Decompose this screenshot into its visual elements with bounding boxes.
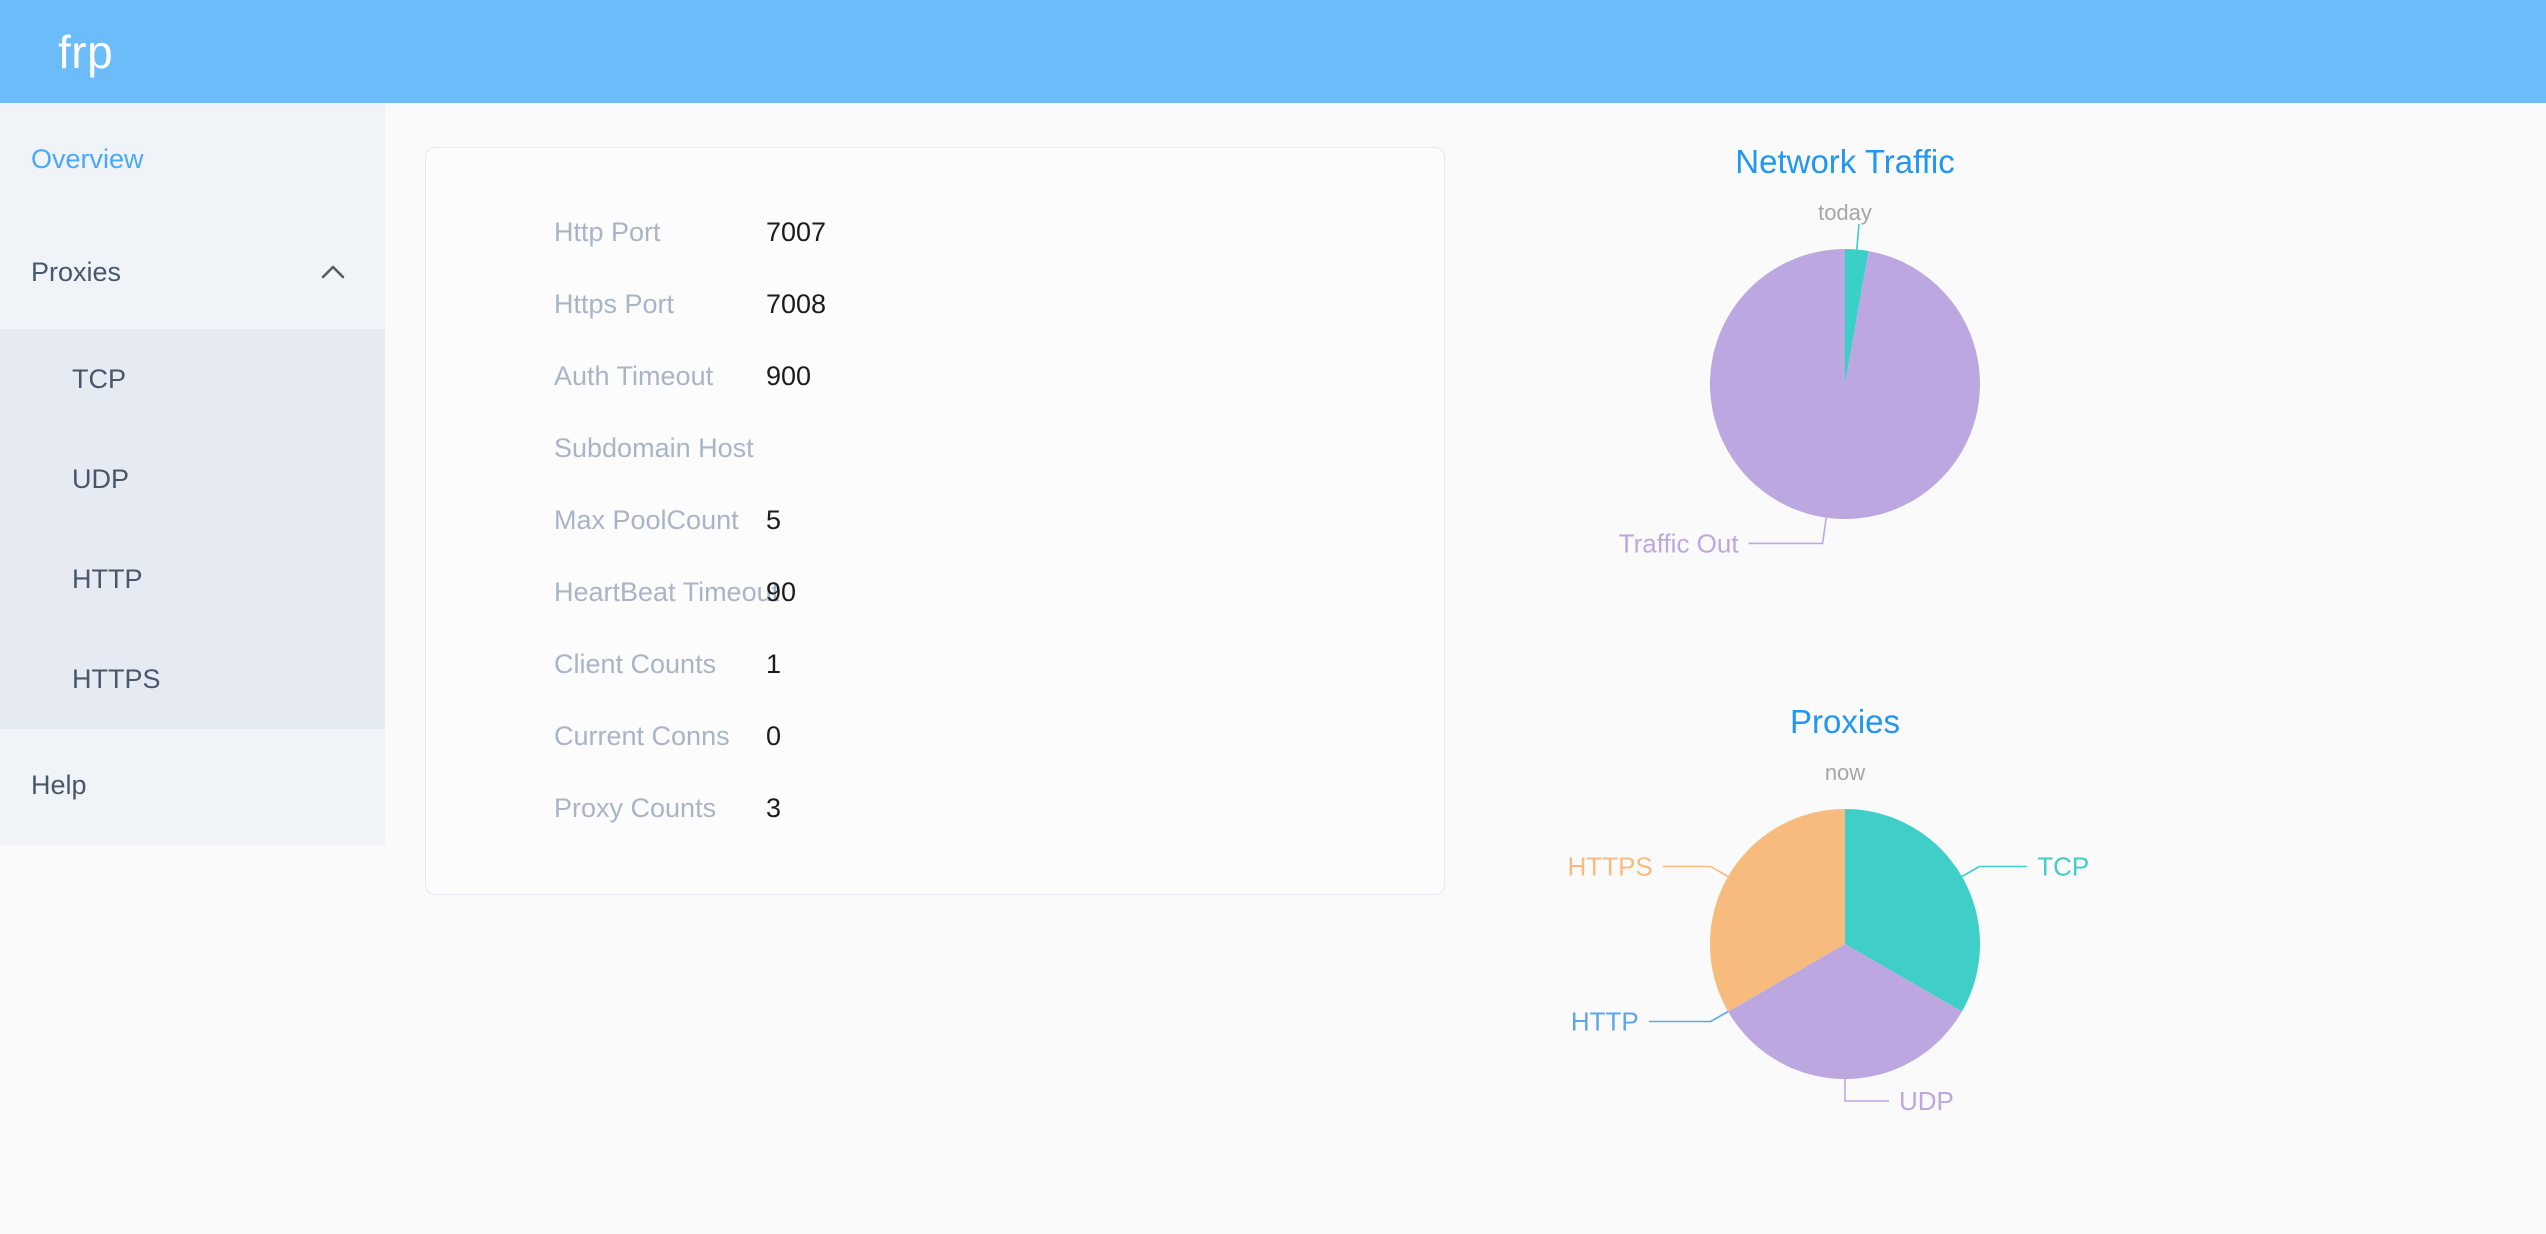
info-row: Current Conns 0 (426, 700, 1444, 772)
pie-svg: Traffic In Traffic Out (1619, 224, 2032, 558)
sidebar-item-udp-label: UDP (72, 463, 130, 494)
brand-logo: frp (58, 25, 114, 78)
pie-slice-udp[interactable] (1728, 944, 1962, 1079)
info-row-key: HeartBeat Timeout (554, 576, 780, 607)
info-row-value: 3 (766, 792, 782, 823)
sidebar-item-help[interactable]: Help (0, 729, 385, 842)
proxies-chart-title: Proxies (1789, 703, 1901, 740)
info-row: Client Counts 1 (426, 628, 1444, 700)
info-row: Proxy Counts 3 (426, 772, 1444, 844)
sidebar-item-http[interactable]: HTTP (0, 529, 385, 629)
pie-slice-traffic-out[interactable] (1710, 249, 1980, 519)
sidebar-item-proxies-label: Proxies (31, 257, 122, 287)
info-row: Max PoolCount 5 (426, 484, 1444, 556)
sidebar-item-udp[interactable]: UDP (0, 429, 385, 529)
sidebar-submenu-proxies: TCP UDP HTTP HTTPS (0, 329, 385, 729)
pie-label-tcp: TCP (2037, 852, 2089, 882)
pie-label-traffic-in: Traffic In (1932, 224, 2032, 227)
info-row-value: 7007 (766, 216, 827, 247)
proxies-chart-subtitle: now (1824, 760, 1866, 785)
sidebar-item-proxies[interactable]: Proxies (0, 216, 385, 329)
info-row-key: Client Counts (554, 648, 717, 679)
pie-label-https: HTTPS (1568, 852, 1653, 882)
info-row-value: 0 (766, 720, 782, 751)
pie-leader-line (1648, 1010, 1729, 1023)
info-row-key: Https Port (554, 288, 675, 319)
pie-slice-traffic-in[interactable] (1845, 249, 1869, 384)
pie-svg: TCP UDP HTTP HTTPS (1568, 809, 2089, 1116)
info-row: Http Port 7007 (426, 196, 1444, 268)
sidebar-item-http-label: HTTP (72, 563, 143, 594)
info-row: Https Port 7008 (426, 268, 1444, 340)
server-info-list: Http Port 7007 Https Port 7008 Auth Timeout 9… (426, 148, 1444, 844)
pie-leader-line (1662, 865, 1729, 878)
pie-slice-https[interactable] (1710, 809, 1845, 1012)
sidebar-item-overview[interactable]: Overview (0, 103, 385, 216)
chevron-up-icon (317, 257, 349, 289)
sidebar: Overview Proxies TCP UDP HTTP HTTPS (0, 103, 385, 845)
info-row-key: Http Port (554, 216, 661, 247)
sidebar-item-overview-label: Overview (31, 144, 144, 174)
info-row-value: 900 (766, 360, 812, 391)
pie-label-http: HTTP (1571, 1007, 1639, 1037)
network-traffic-pie[interactable]: Traffic In Traffic Out (1525, 224, 2165, 574)
sidebar-item-https[interactable]: HTTPS (0, 629, 385, 729)
info-row: HeartBeat Timeout 90 (426, 556, 1444, 628)
info-row-key: Subdomain Host (554, 432, 754, 463)
server-info-card: Http Port 7007 Https Port 7008 Auth Timeout 9… (425, 147, 1445, 895)
sidebar-item-tcp[interactable]: TCP (0, 329, 385, 429)
pie-label-traffic-out: Traffic Out (1619, 528, 1740, 558)
pie-leader-line (1844, 1079, 1889, 1102)
info-row: Auth Timeout 900 (426, 340, 1444, 412)
info-row: Subdomain Host (426, 412, 1444, 484)
network-traffic-chart: Network Traffic today Traffic InTraffic … (1525, 145, 2165, 574)
info-row-key: Auth Timeout (554, 360, 714, 391)
pie-slice-tcp[interactable] (1845, 809, 1980, 1012)
info-row-key: Proxy Counts (554, 792, 717, 823)
info-row-key: Current Conns (554, 720, 730, 751)
pie-label-udp: UDP (1899, 1086, 1954, 1116)
sidebar-item-https-label: HTTPS (72, 663, 161, 694)
proxies-chart: Proxies now TCP UDP HTTP HTTPS (1525, 705, 2165, 1134)
network-traffic-title: Network Traffic (1735, 143, 1955, 180)
proxies-pie[interactable]: TCP UDP HTTP HTTPS (1525, 784, 2165, 1134)
info-row-value: 7008 (766, 288, 827, 319)
network-traffic-subtitle: today (1818, 200, 1872, 225)
sidebar-item-tcp-label: TCP (72, 363, 126, 394)
pie-leader-line (1961, 865, 2028, 878)
info-row-value: 5 (766, 504, 782, 535)
pie-leader-line (1748, 517, 1828, 545)
pie-leader-line (1855, 224, 1860, 250)
info-row-value: 1 (766, 648, 782, 679)
info-row-key: Max PoolCount (554, 504, 739, 535)
info-row-value: 90 (766, 576, 797, 607)
app-header: frp (0, 0, 2546, 103)
sidebar-item-help-label: Help (31, 770, 87, 800)
